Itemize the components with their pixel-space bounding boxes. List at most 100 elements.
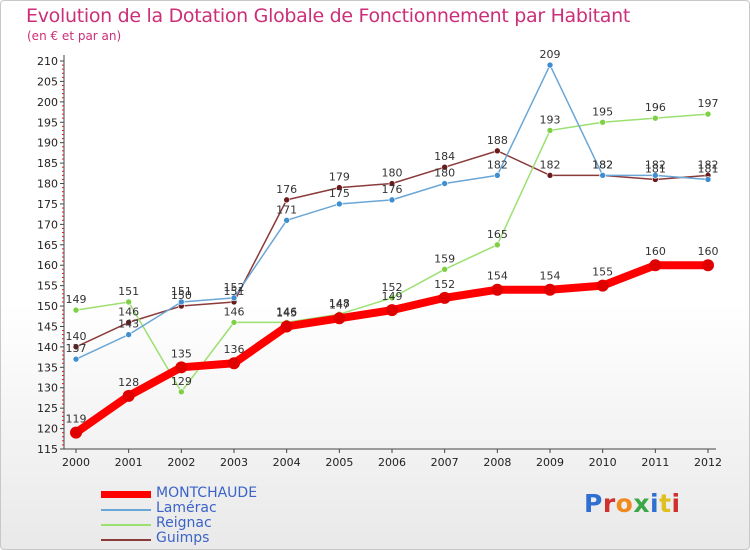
data-label-guimps: 184 [434,150,455,163]
data-point-montchaude [228,357,240,370]
data-label-guimps: 150 [171,289,192,302]
data-point-guimps [336,184,343,191]
data-label-reignac: 129 [171,375,192,388]
y-tick-label: 165 [37,239,58,252]
data-point-reignac [441,265,448,273]
data-label-guimps: 182 [592,158,613,171]
data-point-guimps [125,319,132,326]
data-label-lamérac: 182 [645,158,666,171]
data-point-reignac [388,294,396,302]
data-point-lamérac [125,331,132,338]
data-point-guimps [546,172,554,179]
data-point-lamérac [494,172,501,179]
data-label-lamérac: 151 [171,285,192,298]
x-tick-label: 2007 [431,456,459,469]
logo-letter: r [602,489,616,518]
chart-title: Evolution de la Dotation Globale de Fonc… [26,5,631,27]
x-tick-label: 2011 [641,456,669,469]
data-label-reignac: 159 [434,252,455,265]
legend-swatch [101,509,151,511]
axes: 115 120 125 130 135 140 145 150 155 160 165 170 175 1… [37,55,722,469]
data-point-guimps [388,180,396,187]
data-label-lamérac: 176 [382,183,403,196]
x-tick-label: 2002 [167,456,195,469]
data-point-montchaude [544,283,556,296]
logo-letter: o [615,489,634,518]
data-point-reignac [599,118,606,126]
y-tick-label: 200 [37,96,58,109]
data-point-montchaude [70,426,82,439]
y-tick-label: 120 [37,423,58,436]
data-label-montchaude: 160 [698,245,719,258]
logo-letter: i [671,489,681,518]
data-label-lamérac: 171 [276,203,297,216]
data-label-reignac: 195 [592,105,613,118]
data-label-lamérac: 182 [592,158,613,171]
data-label-montchaude: 135 [171,347,192,360]
data-label-guimps: 182 [698,158,719,171]
data-point-guimps [441,163,448,171]
data-label-lamérac: 181 [698,162,719,175]
y-tick-label: 180 [37,178,58,191]
data-label-guimps: 140 [66,330,87,343]
data-label-reignac: 193 [540,113,561,126]
y-tick-label: 115 [37,443,58,456]
chart-subtitle: (en € et par an) [27,29,122,43]
logo-letter: t [659,489,672,518]
data-label-montchaude: 145 [276,306,297,319]
x-tick-label: 2010 [589,456,617,469]
data-label-lamérac: 175 [329,187,350,200]
data-point-lamérac [546,61,554,69]
logo-letter: x [633,489,650,518]
data-point-lamérac [652,172,659,179]
data-point-lamérac [336,200,343,208]
data-point-reignac [125,298,132,306]
y-tick-label: 210 [37,55,58,68]
data-label-reignac: 146 [276,305,297,318]
legend-label: Guimps [156,530,210,546]
data-label-lamérac: 182 [487,158,508,171]
logo-letter: P [584,489,603,518]
data-point-lamérac [178,298,185,306]
x-tick-label: 2006 [378,456,406,469]
data-label-guimps: 181 [645,162,666,175]
logo-letter: i [650,489,660,518]
data-point-montchaude [649,259,662,272]
data-point-lamérac [441,180,448,187]
data-point-montchaude [438,291,451,304]
legend-swatch [101,524,151,526]
x-tick-label: 2003 [220,456,248,469]
data-label-reignac: 152 [382,281,403,294]
data-label-montchaude: 147 [329,298,350,311]
data-point-reignac [652,114,659,122]
data-label-montchaude: 154 [487,270,508,283]
y-tick-label: 130 [37,382,58,395]
legend-swatch [101,539,151,541]
x-tick-label: 2009 [536,456,564,469]
y-tick-label: 135 [37,361,58,374]
data-point-guimps [72,343,80,351]
y-tick-label: 170 [37,218,58,231]
data-label-lamérac: 137 [66,342,87,355]
data-label-reignac: 196 [645,101,666,114]
data-point-montchaude [491,283,504,296]
data-label-guimps: 151 [224,285,245,298]
data-label-reignac: 165 [487,228,508,241]
x-tick-label: 2008 [483,456,511,469]
data-point-guimps [494,147,501,155]
data-label-reignac: 148 [329,297,350,310]
data-label-montchaude: 149 [382,290,403,303]
data-point-reignac [546,127,554,134]
x-tick-label: 2001 [115,456,143,469]
data-label-montchaude: 152 [434,278,455,291]
y-tick-label: 205 [37,75,58,88]
data-point-montchaude [702,259,714,272]
data-point-lamérac [283,216,290,224]
data-label-reignac: 197 [698,97,719,110]
data-label-lamérac: 180 [434,167,455,180]
data-point-lamérac [599,172,606,179]
data-label-reignac: 151 [118,285,139,298]
data-point-lamérac [388,196,396,204]
